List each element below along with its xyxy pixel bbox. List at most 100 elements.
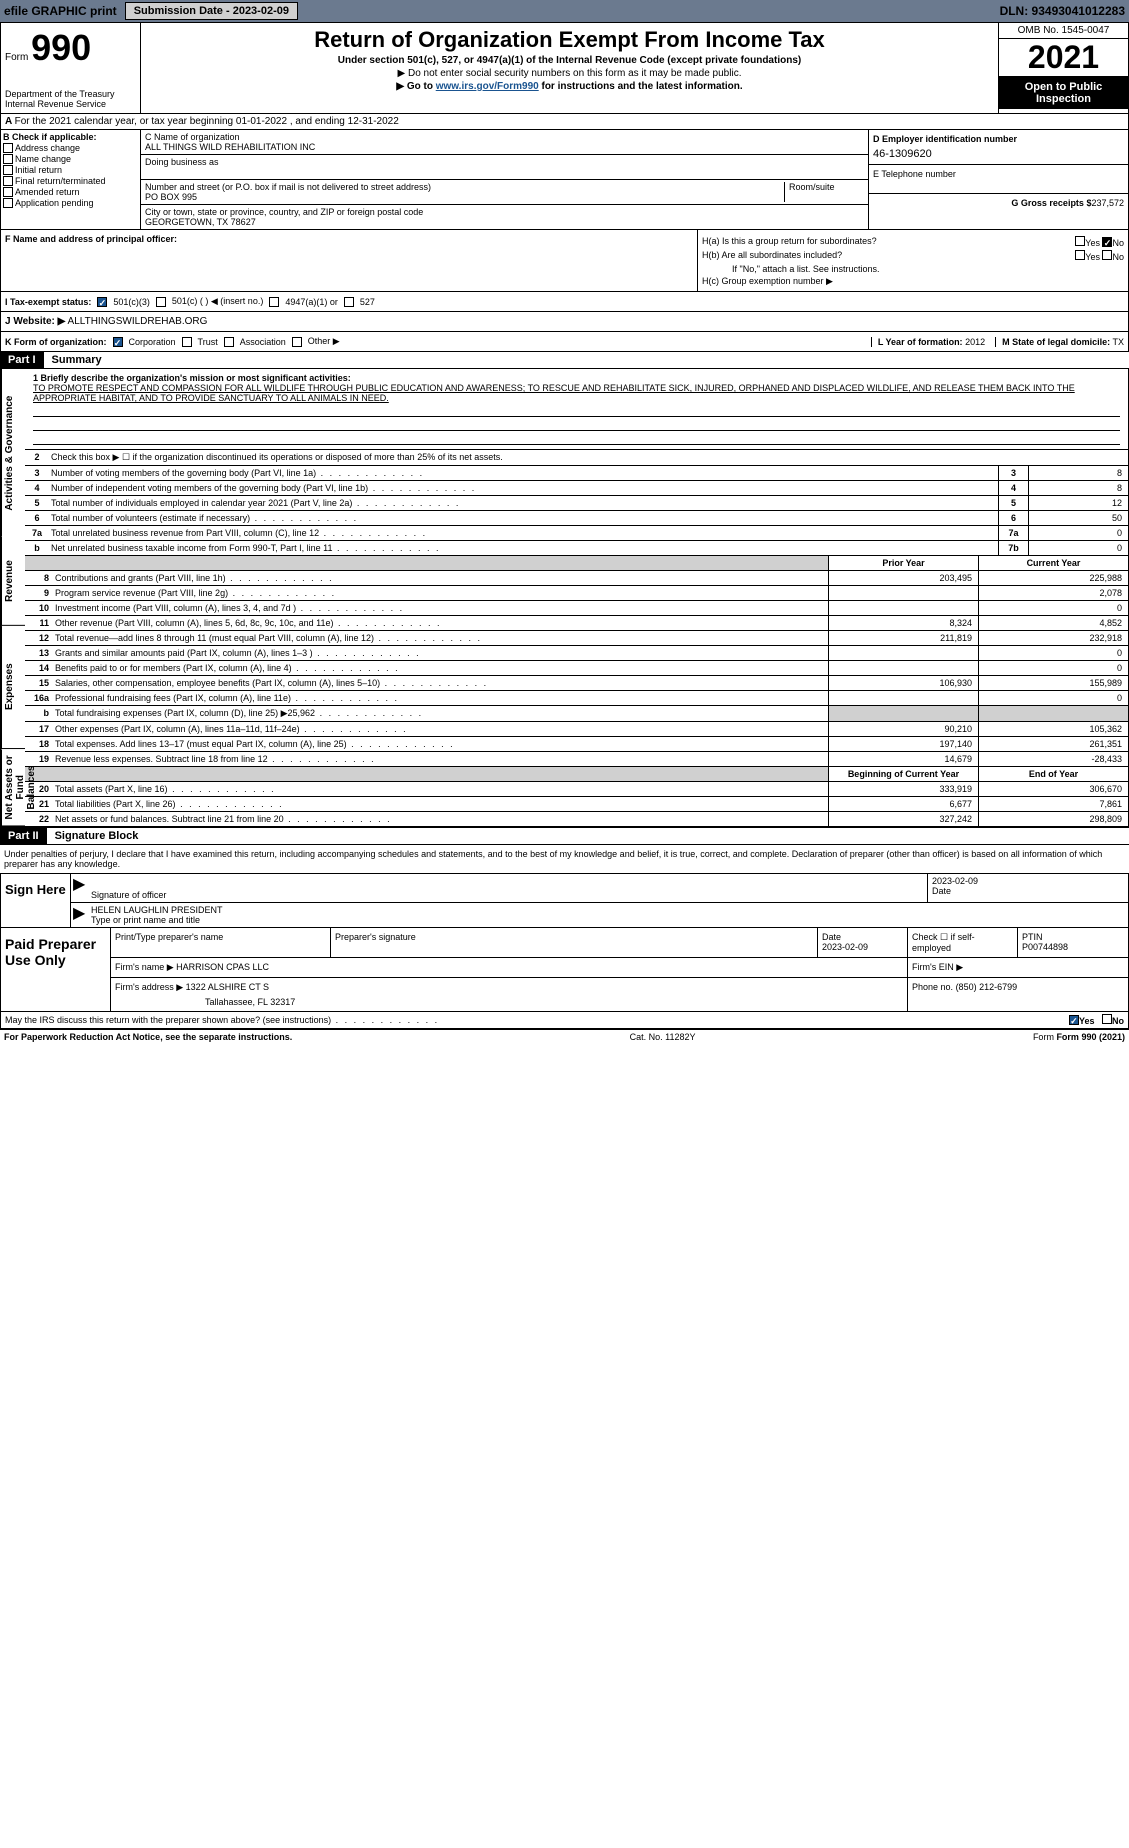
checkbox-checked-icon[interactable]: ✓: [113, 337, 123, 347]
checkbox-checked-icon[interactable]: ✓: [1102, 237, 1112, 247]
efile-label: efile GRAPHIC print: [4, 4, 117, 18]
footer-row: For Paperwork Reduction Act Notice, see …: [0, 1029, 1129, 1044]
checkbox-checked-icon[interactable]: ✓: [1069, 1015, 1079, 1025]
sign-here-label: Sign Here: [1, 874, 71, 927]
hb-note: If "No," attach a list. See instructions…: [702, 264, 1124, 274]
section-bcdeg: B Check if applicable: Address change Na…: [0, 130, 1129, 230]
checkbox-icon[interactable]: [292, 337, 302, 347]
prep-row-3: Firm's address ▶ 1322 ALSHIRE CT S Talla…: [111, 978, 1128, 1011]
tax-year: 2021: [999, 39, 1128, 77]
section-f: F Name and address of principal officer:: [1, 230, 698, 291]
prep-name-label: Print/Type preparer's name: [111, 928, 331, 957]
arrow-icon: ▶: [71, 874, 87, 902]
check-name[interactable]: Name change: [3, 154, 138, 164]
mission-text: TO PROMOTE RESPECT AND COMPASSION FOR AL…: [33, 383, 1120, 403]
sign-here-block: Sign Here ▶ Signature of officer 2023-02…: [0, 874, 1129, 928]
open-to-public: Open to Public Inspection: [999, 77, 1128, 109]
checkbox-icon[interactable]: [344, 297, 354, 307]
checkbox-icon[interactable]: [269, 297, 279, 307]
checkbox-icon[interactable]: [156, 297, 166, 307]
firm-ein-label: Firm's EIN ▶: [908, 958, 1128, 977]
gross-receipts-row: G Gross receipts $237,572: [869, 194, 1128, 212]
table-row: 15Salaries, other compensation, employee…: [25, 675, 1128, 690]
checkbox-icon[interactable]: [1075, 236, 1085, 246]
tax-year-row: A For the 2021 calendar year, or tax yea…: [0, 114, 1129, 130]
l-label: L Year of formation:: [878, 337, 963, 347]
table-row: 12Total revenue—add lines 8 through 11 (…: [25, 630, 1128, 645]
check-self[interactable]: Check ☐ if self-employed: [908, 928, 1018, 957]
checkbox-checked-icon[interactable]: ✓: [97, 297, 107, 307]
c-label: C Name of organization: [145, 132, 864, 142]
k-assoc: Association: [240, 337, 286, 347]
checkbox-icon: [3, 176, 13, 186]
col-end: End of Year: [978, 767, 1128, 781]
arrow-icon: ▶: [71, 903, 87, 927]
section-c: C Name of organization ALL THINGS WILD R…: [141, 130, 868, 229]
city-value: GEORGETOWN, TX 78627: [145, 217, 864, 227]
submission-date-button[interactable]: Submission Date - 2023-02-09: [125, 2, 298, 20]
section-fh: F Name and address of principal officer:…: [0, 230, 1129, 292]
mission-block: 1 Briefly describe the organization's mi…: [25, 369, 1128, 449]
table-row: 3Number of voting members of the governi…: [25, 465, 1128, 480]
prep-date-val: 2023-02-09: [822, 942, 903, 952]
table-row: 17Other expenses (Part IX, column (A), l…: [25, 721, 1128, 736]
table-row: 10Investment income (Part VIII, column (…: [25, 600, 1128, 615]
checkbox-icon[interactable]: [1075, 250, 1085, 260]
checkbox-icon[interactable]: [182, 337, 192, 347]
form-ref: Form Form 990 (2021): [1033, 1032, 1125, 1042]
ptin-label: PTIN: [1022, 932, 1124, 942]
vlabel-governance: Activities & Governance: [1, 369, 25, 537]
form-number: 990: [31, 27, 91, 68]
m-val: TX: [1112, 337, 1124, 347]
phone-label: Phone no.: [912, 982, 953, 992]
tax-exempt-row: I Tax-exempt status: ✓ 501(c)(3) 501(c) …: [0, 292, 1129, 312]
dba-row: Doing business as: [141, 155, 868, 180]
irs-link[interactable]: www.irs.gov/Form990: [436, 81, 539, 92]
b-label: B Check if applicable:: [3, 132, 138, 142]
ha-label: H(a) Is this a group return for subordin…: [702, 236, 877, 248]
check-address[interactable]: Address change: [3, 143, 138, 153]
check-pending[interactable]: Application pending: [3, 198, 138, 208]
check-final[interactable]: Final return/terminated: [3, 176, 138, 186]
opt-501c: 501(c) ( ) ◀ (insert no.): [172, 296, 263, 307]
form-label: Form: [5, 52, 28, 63]
form-header: Form 990 Department of the Treasury Inte…: [0, 22, 1129, 114]
section-h: H(a) Is this a group return for subordin…: [698, 230, 1128, 291]
checkbox-icon[interactable]: [1102, 250, 1112, 260]
ptin-val: P00744898: [1022, 942, 1124, 952]
prep-sig-label: Preparer's signature: [331, 928, 818, 957]
k-other: Other ▶: [308, 336, 340, 347]
paperwork-notice: For Paperwork Reduction Act Notice, see …: [4, 1032, 292, 1042]
website-value: ALLTHINGSWILDREHAB.ORG: [68, 316, 208, 327]
header-mid: Return of Organization Exempt From Incom…: [141, 23, 998, 113]
checkbox-icon[interactable]: [224, 337, 234, 347]
part2-header: Part II Signature Block: [0, 827, 1129, 845]
discuss-yes: Yes: [1079, 1016, 1095, 1026]
checkbox-icon: [3, 165, 13, 175]
table-row: 4Number of independent voting members of…: [25, 480, 1128, 495]
checkbox-icon: [3, 143, 13, 153]
dln-label: DLN: 93493041012283: [1000, 4, 1125, 18]
cat-no: Cat. No. 11282Y: [630, 1032, 696, 1042]
table-row: 14Benefits paid to or for members (Part …: [25, 660, 1128, 675]
checkbox-icon[interactable]: [1102, 1014, 1112, 1024]
city-row: City or town, state or province, country…: [141, 205, 868, 229]
k-label: K Form of organization:: [5, 337, 107, 347]
part1-title: Summary: [44, 352, 110, 368]
hb-label: H(b) Are all subordinates included?: [702, 250, 842, 262]
header-right: OMB No. 1545-0047 2021 Open to Public In…: [998, 23, 1128, 113]
check-initial[interactable]: Initial return: [3, 165, 138, 175]
check-amended[interactable]: Amended return: [3, 187, 138, 197]
ein-row: D Employer identification number 46-1309…: [869, 130, 1128, 165]
col-begin: Beginning of Current Year: [828, 767, 978, 781]
checkbox-icon: [3, 187, 13, 197]
addr-label: Number and street (or P.O. box if mail i…: [145, 182, 784, 192]
top-bar: efile GRAPHIC print Submission Date - 20…: [0, 0, 1129, 22]
vlabel-net: Net Assets or Fund Balances: [1, 749, 25, 826]
part1-tag: Part I: [0, 352, 44, 368]
form-note: ▶ Do not enter social security numbers o…: [145, 68, 994, 79]
firm-addr1: 1322 ALSHIRE CT S: [186, 982, 269, 992]
line2-text: Check this box ▶ ☐ if the organization d…: [49, 450, 1128, 465]
sig-date-val: 2023-02-09: [932, 876, 1124, 886]
discuss-row: May the IRS discuss this return with the…: [0, 1012, 1129, 1029]
